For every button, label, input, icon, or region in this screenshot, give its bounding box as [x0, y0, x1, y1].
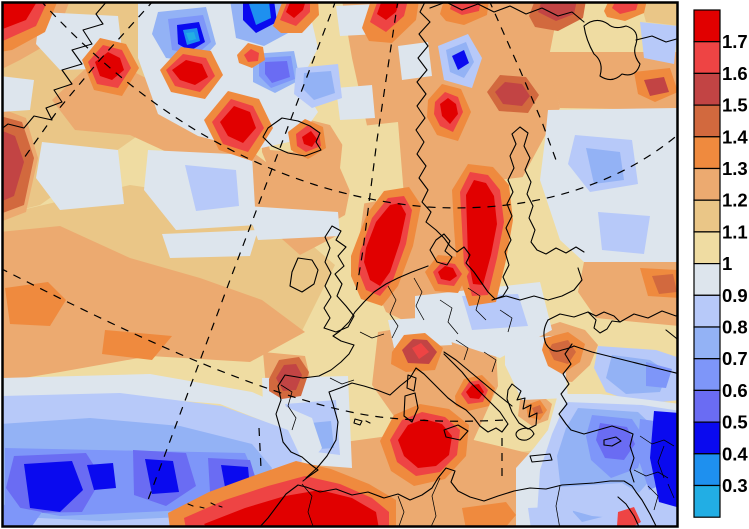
parallel-arc [41, 2, 678, 209]
contour-field-layer [2, 2, 678, 527]
meridian-line [147, 2, 336, 501]
country-borders-layer [280, 277, 675, 527]
colorbar-tick-label: 0.7 [722, 348, 748, 369]
colorbar [693, 9, 721, 518]
coastlines-layer [2, 2, 678, 527]
crimea-coastline [587, 311, 621, 334]
colorbar-tick-label: 0.8 [722, 317, 748, 338]
map-frame [1, 1, 679, 528]
colorbar-tick-label: 1.6 [722, 63, 748, 84]
greenland-coastline [2, 2, 108, 130]
atlantic-islands [187, 502, 223, 509]
denmark-coastline [429, 233, 453, 266]
levant-coastline [629, 433, 635, 483]
norway-sweden-coastline [415, 2, 585, 300]
caucasus-coastline [665, 329, 678, 341]
red-sea-coastline [617, 496, 640, 527]
cyprus-coastline [603, 436, 622, 447]
colorbar-tick-labels: 1.7 1.6 1.5 1.4 1.3 1.2 1.1 1 0.9 0.8 0.7 0.6 0.5 0.4… [722, 31, 748, 496]
colorbar-cell [693, 358, 721, 392]
colorbar-cell [693, 231, 721, 265]
colorbar-cell [693, 104, 721, 138]
colorbar-tick-label: 1.3 [722, 158, 748, 179]
adriatic-east-coastline [443, 351, 513, 407]
colorbar-cell [693, 421, 721, 455]
parallel-arc [2, 268, 506, 422]
iceland-coastline [262, 117, 322, 157]
north-africa-coastline [259, 467, 657, 527]
colorbar-tick-label: 1.5 [722, 95, 748, 116]
colorbar-tick-label: 0.3 [722, 475, 748, 496]
colorbar-cell [693, 484, 721, 518]
meridian-segment [258, 427, 262, 469]
graticule-layer [2, 2, 678, 501]
colorbar-tick-label: 1.7 [722, 31, 748, 52]
greece-coastline [506, 383, 538, 430]
arctic-norway-coastline [429, 2, 585, 23]
colorbar-tick-label: 0.5 [722, 412, 748, 433]
colorbar-cell [693, 9, 721, 43]
colorbar-tick-label: 1.1 [722, 221, 748, 242]
colorbar-cell [693, 294, 721, 328]
colorbar-cell [693, 389, 721, 423]
great-britain-coastline [323, 225, 355, 333]
arkhangelsk-coastline [635, 35, 678, 43]
colorbar-cell [693, 41, 721, 75]
colorbar-cell [693, 199, 721, 233]
turkey-west-south-coastline [558, 343, 634, 435]
colorbar-cell [693, 453, 721, 487]
meridian-line [489, 2, 557, 161]
colorbar-cell [693, 326, 721, 360]
peloponnese-coastline [515, 427, 535, 441]
colorbar-tick-label: 0.9 [722, 285, 748, 306]
white-sea-coastline [583, 19, 641, 81]
colorbar-cell [693, 263, 721, 296]
colorbar-cell [693, 72, 721, 106]
balearic-islands [353, 418, 371, 426]
black-sea-north-coastline [547, 311, 589, 321]
colorbar-cell [693, 136, 721, 170]
black-sea-south-coastline [573, 345, 678, 375]
baltic-south-coastline [491, 267, 583, 301]
west-europe-coastline [275, 265, 429, 482]
map-plot-area [2, 2, 678, 527]
spain-med-italy-coastline [305, 353, 509, 479]
crete-coastline [529, 453, 553, 463]
colorbar-tick-label: 0.4 [722, 443, 748, 464]
colorbar-tick-label: 1.4 [722, 126, 748, 147]
sardinia-coastline [403, 392, 419, 423]
sicily-coastline [443, 424, 469, 441]
meridian-line [355, 2, 399, 293]
corsica-coastline [406, 374, 417, 392]
colorbar-tick-label: 1.2 [722, 190, 748, 211]
colorbar-tick-label: 0.6 [722, 380, 748, 401]
colorbar-cell [693, 167, 721, 201]
black-sea-west-coastline [543, 319, 575, 352]
ireland-coastline [289, 257, 319, 293]
colorbar-tick-label: 1 [722, 253, 732, 274]
